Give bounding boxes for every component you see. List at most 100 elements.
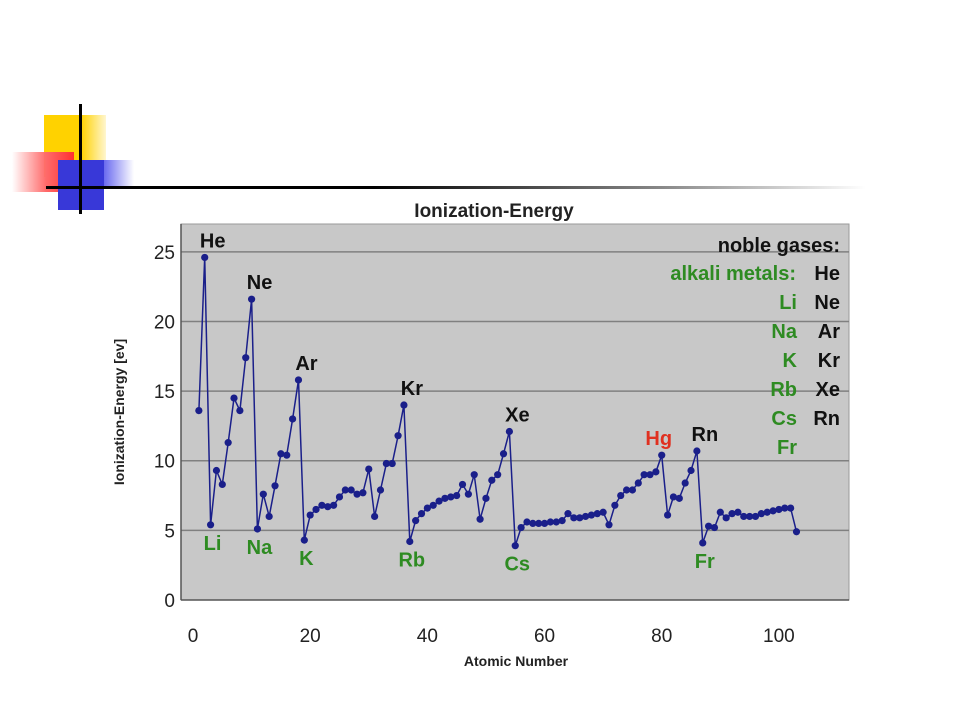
legend-noble-item: Xe — [816, 379, 840, 401]
data-point — [517, 523, 525, 532]
data-point — [271, 482, 279, 490]
x-tick-label: 100 — [763, 626, 795, 647]
data-point — [634, 479, 642, 487]
y-axis-label: Ionization-Energy [ev] — [111, 339, 127, 485]
data-point — [447, 493, 455, 501]
legend-noble-item: Ar — [818, 321, 840, 343]
y-tick-label: 5 — [164, 521, 175, 542]
data-point — [599, 508, 607, 516]
data-point — [716, 508, 724, 516]
data-point — [646, 471, 654, 479]
legend-alkali-item: Na — [771, 321, 797, 343]
annotation-xe: Xe — [505, 404, 529, 426]
data-point — [423, 504, 431, 512]
data-points — [195, 253, 801, 550]
data-point — [699, 539, 707, 547]
data-point — [675, 494, 683, 502]
data-point — [734, 508, 742, 516]
data-point — [347, 486, 355, 494]
data-point — [488, 476, 496, 484]
data-point — [300, 536, 308, 544]
data-point — [628, 486, 637, 494]
data-point — [587, 511, 596, 519]
y-tick-label: 20 — [154, 312, 175, 333]
data-point — [294, 376, 303, 384]
legend-noble-item: Ne — [814, 292, 840, 314]
annotation-rn: Rn — [692, 424, 719, 446]
data-point — [394, 432, 402, 440]
data-point — [652, 468, 660, 476]
data-point — [640, 471, 648, 479]
legend-noble-item: He — [814, 263, 840, 285]
data-point — [259, 490, 267, 498]
annotation-k: K — [299, 548, 314, 570]
data-point — [511, 542, 519, 550]
data-point — [769, 507, 777, 515]
legend-alkali-item: K — [783, 350, 798, 372]
data-point — [523, 518, 531, 526]
data-point — [693, 447, 701, 455]
data-point — [476, 515, 484, 523]
data-point — [341, 486, 349, 494]
annotation-hg: Hg — [645, 428, 672, 450]
data-point — [781, 504, 789, 512]
data-point — [330, 501, 338, 509]
data-point — [482, 494, 490, 502]
data-point — [429, 501, 437, 509]
axes — [180, 224, 849, 601]
annotation-fr: Fr — [695, 551, 715, 573]
data-point — [593, 510, 601, 518]
y-tick-label: 25 — [154, 243, 175, 264]
data-point — [417, 510, 426, 518]
data-point — [201, 253, 209, 262]
data-point — [212, 466, 221, 475]
data-point — [622, 486, 631, 494]
data-point — [242, 354, 250, 362]
data-point — [570, 514, 578, 522]
data-point — [400, 401, 408, 409]
data-point — [230, 394, 238, 402]
data-point — [453, 491, 461, 500]
data-point — [494, 471, 502, 479]
data-point — [458, 480, 467, 489]
data-point — [722, 514, 730, 522]
data-point — [335, 493, 344, 501]
data-point — [546, 518, 555, 526]
data-point — [253, 525, 262, 533]
data-point — [499, 450, 508, 458]
legend-alkali-item: Li — [779, 292, 797, 314]
data-point — [312, 505, 320, 514]
data-point — [746, 512, 754, 521]
data-point — [412, 517, 420, 525]
x-tick-label: 0 — [188, 626, 199, 647]
data-point — [529, 519, 537, 528]
legend-noble-item: Rn — [813, 408, 840, 430]
x-tick-label: 60 — [534, 626, 555, 647]
data-point — [558, 517, 566, 525]
data-point — [763, 508, 771, 516]
data-point — [681, 479, 689, 487]
data-point — [669, 493, 678, 501]
data-point — [687, 466, 695, 475]
legend-noble-title: noble gases: — [718, 235, 840, 257]
y-tick-label: 15 — [154, 382, 175, 403]
data-point — [206, 521, 215, 529]
data-point — [470, 471, 478, 479]
data-point — [728, 510, 736, 518]
decor-horizontal-rule — [46, 186, 866, 189]
annotation-he: He — [200, 230, 226, 252]
annotation-ne: Ne — [247, 272, 273, 294]
legend-noble-item: Kr — [818, 350, 840, 372]
decor-vertical-rule — [79, 104, 82, 214]
data-point — [540, 519, 549, 528]
data-point — [359, 489, 367, 497]
data-point — [318, 501, 326, 509]
data-point — [464, 490, 472, 498]
data-point — [441, 494, 449, 502]
y-tick-labels: 0 5 10 15 20 25 — [154, 243, 175, 612]
x-tick-label: 20 — [300, 626, 321, 647]
data-point — [505, 427, 513, 436]
legend-alkali-item: Fr — [777, 437, 797, 459]
x-tick-label: 40 — [417, 626, 438, 647]
data-point — [306, 511, 314, 519]
